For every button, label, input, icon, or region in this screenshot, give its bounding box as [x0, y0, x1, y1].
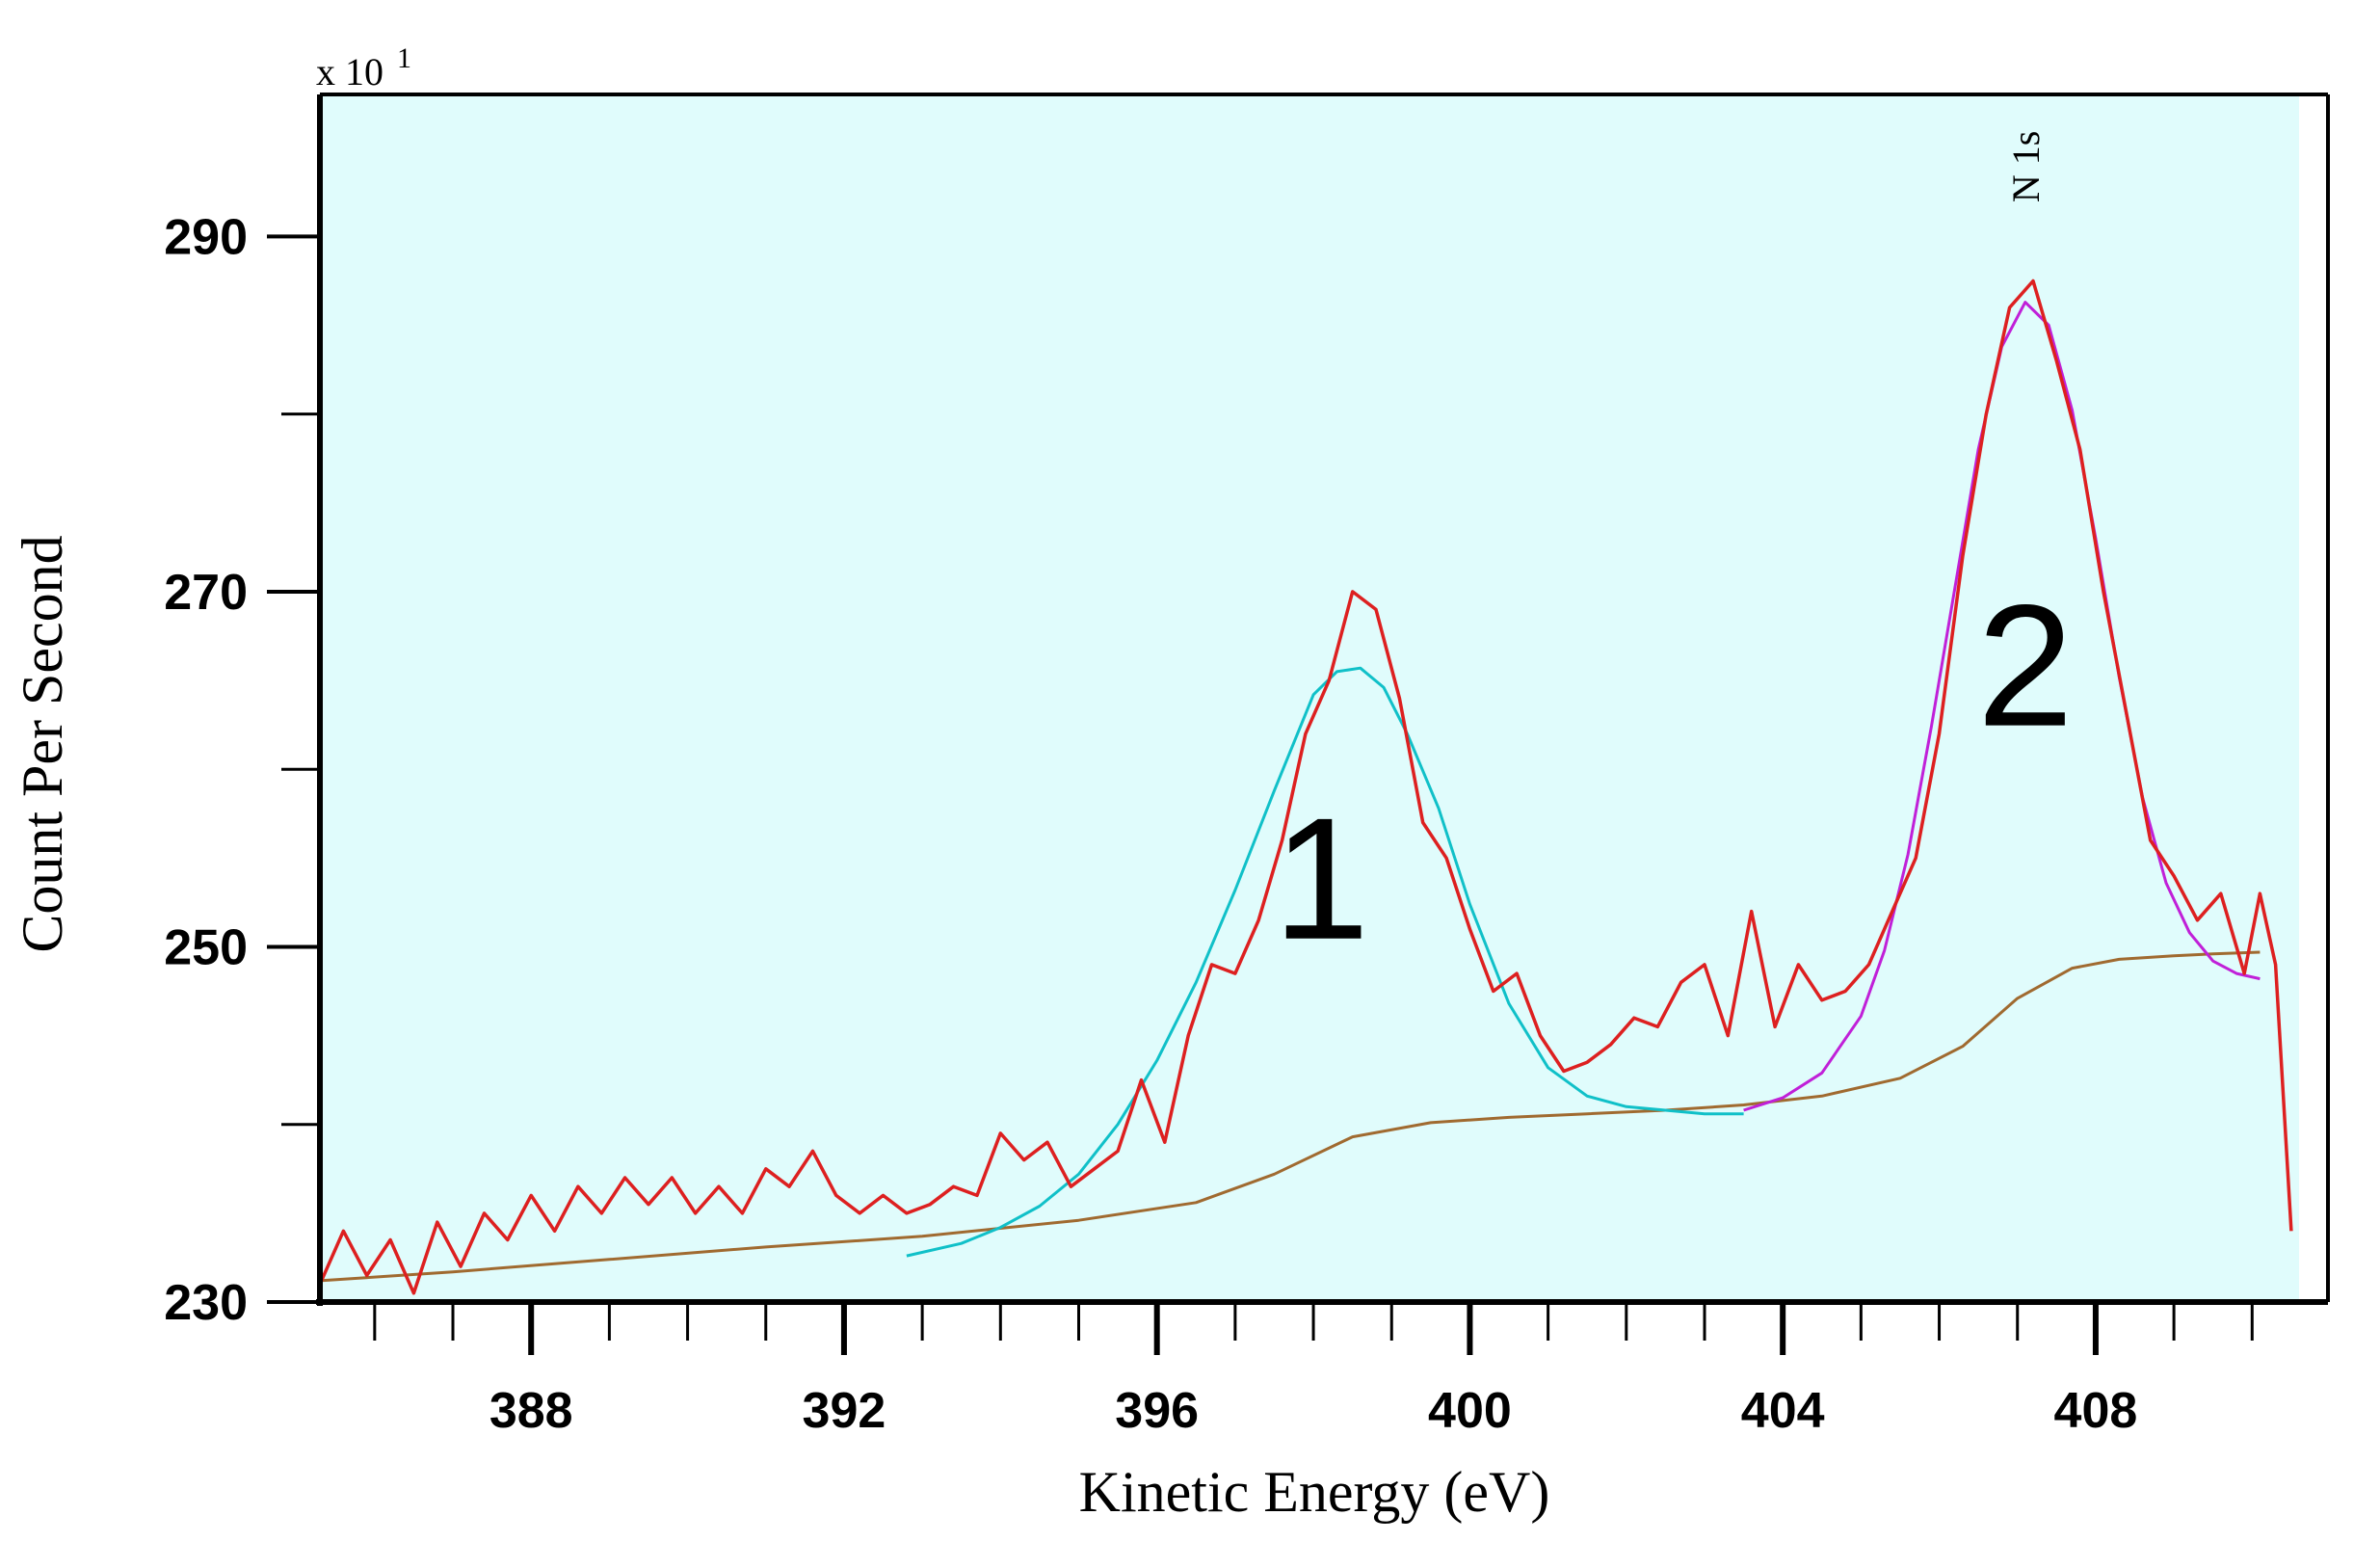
- plot-background: [320, 94, 2299, 1302]
- y-tick-label: 230: [164, 1275, 248, 1331]
- series-line-2: [906, 666, 1744, 1258]
- x-tick-label: 404: [1741, 1383, 1825, 1439]
- peak-label-1: 1: [1273, 783, 1369, 976]
- series-line-3: [1743, 301, 2261, 1112]
- peak-id-n1s: N 1s: [2004, 131, 2048, 202]
- y-axis-title: Count Per Second: [11, 535, 74, 952]
- x-tick-label: 396: [1115, 1383, 1199, 1439]
- y-tick-label: 250: [164, 919, 248, 975]
- series-line-1: [318, 279, 2293, 1295]
- x-tick-label: 408: [2054, 1383, 2138, 1439]
- peak-label-2: 2: [1977, 570, 2074, 763]
- y-tick-label: 290: [164, 209, 248, 265]
- y-scale-label: x 10: [316, 50, 383, 93]
- series-layer: [318, 279, 2293, 1295]
- y-tick-label: 270: [164, 565, 248, 621]
- axis-layer: [316, 93, 2330, 1306]
- x-tick-label: 392: [803, 1383, 886, 1439]
- x-tick-label: 388: [489, 1383, 573, 1439]
- x-axis-title: Kinetic Energy (eV): [1079, 1460, 1550, 1524]
- x-tick-label: 400: [1428, 1383, 1512, 1439]
- y-scale-exponent: 1: [397, 42, 411, 74]
- tick-layer: 388 392 396 400 404 408 230 250 270 290: [164, 209, 2254, 1439]
- series-line-4: [319, 950, 2261, 1283]
